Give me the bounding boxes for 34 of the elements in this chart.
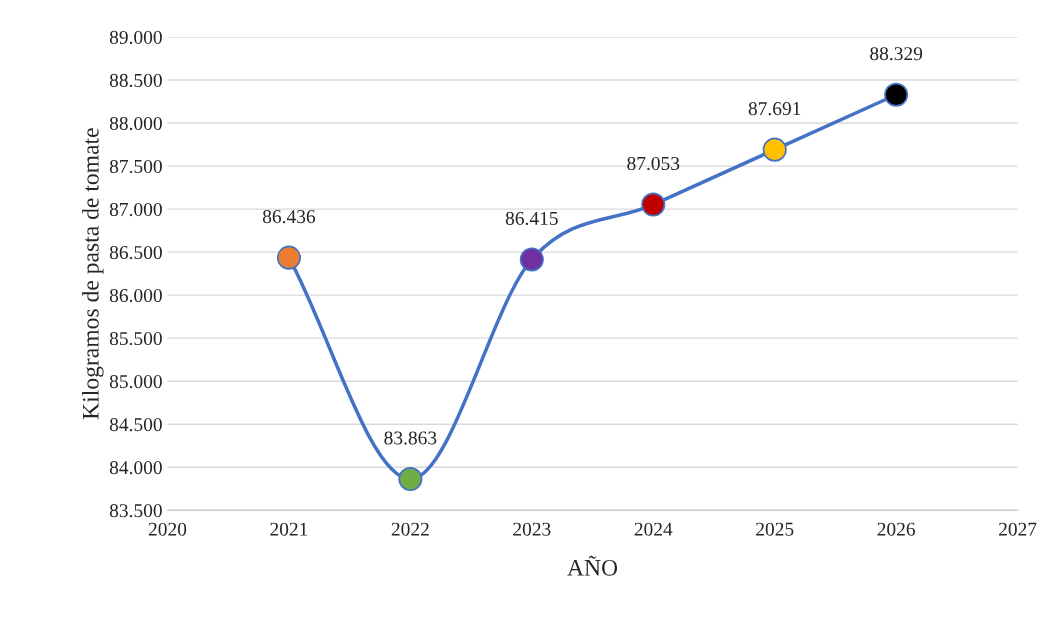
- y-tick-label: 87.000: [109, 202, 162, 217]
- point: [276, 245, 301, 270]
- x-tick-label: 2023: [513, 522, 551, 536]
- data-label: 87.053: [627, 156, 680, 171]
- point: [398, 466, 423, 492]
- y-tick-label: 84.000: [109, 461, 162, 475]
- x-tick-label: 2027: [999, 522, 1037, 536]
- x-tick-label: 2020: [148, 522, 187, 536]
- y-tick-label: 85.500: [109, 331, 162, 346]
- point: [762, 137, 787, 162]
- x-tick-label: 2025: [756, 522, 794, 536]
- y-tick-label: 86.000: [109, 288, 162, 303]
- y-tick-label: 88.500: [109, 73, 162, 88]
- data-label: 83.863: [384, 431, 437, 445]
- x-tick-label: 2022: [391, 522, 429, 536]
- y-tick-label: 89.000: [109, 30, 162, 45]
- y-tick-label: 83.500: [109, 504, 162, 518]
- x-tick-label: 2026: [877, 522, 916, 536]
- point: [519, 247, 544, 272]
- x-axis-title: AÑO: [567, 555, 618, 576]
- point: [884, 82, 909, 107]
- data-label: 88.329: [870, 47, 923, 61]
- point: [641, 192, 666, 217]
- y-tick-label: 88.000: [109, 116, 162, 131]
- x-tick-label: 2021: [270, 522, 308, 536]
- y-tick-label: 84.500: [109, 418, 162, 432]
- y-axis-title: Kilogramos de pasta de tomate: [82, 128, 104, 420]
- data-label: 86.415: [505, 211, 558, 226]
- y-tick-label: 85.000: [109, 375, 162, 389]
- data-label: 86.436: [262, 210, 316, 224]
- y-tick-label: 86.500: [109, 245, 162, 260]
- data-label: 87.691: [748, 102, 801, 116]
- x-tick-label: 2024: [634, 522, 673, 536]
- y-tick-label: 87.500: [109, 159, 162, 174]
